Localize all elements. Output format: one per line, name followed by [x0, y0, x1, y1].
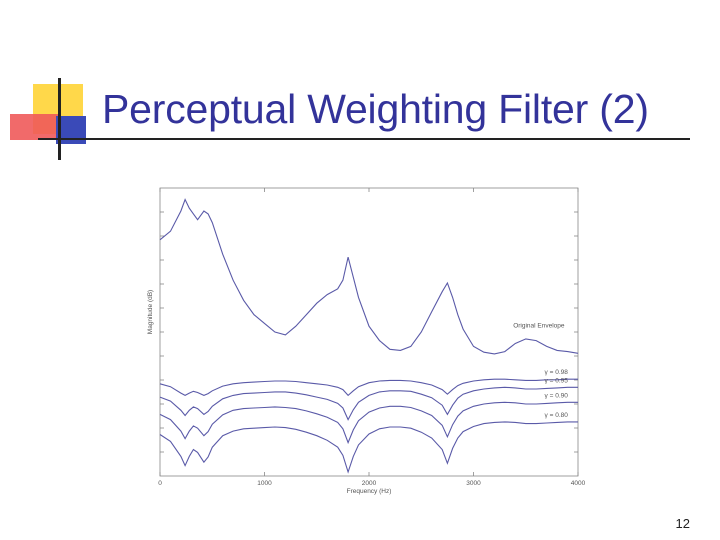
logo-red-bar — [10, 114, 60, 140]
x-tick-label: 0 — [158, 480, 162, 487]
x-tick-label: 3000 — [466, 480, 481, 487]
weighting-filter-chart: 0 1000 2000 3000 4000 Frequency (Hz) Magnitude… — [147, 187, 586, 495]
series-line-0 — [159, 198, 579, 355]
series-label-4: γ = 0.80 — [545, 412, 569, 419]
series-label-0: Original Envelope — [513, 322, 565, 329]
series-line-1 — [159, 378, 578, 397]
series-label-3: γ = 0.90 — [545, 392, 569, 399]
series-line-4 — [159, 421, 578, 474]
chart-labels: Original Envelope γ = 0.98γ = 0.95 γ = 0.9… — [513, 322, 568, 419]
series-label-2: γ = 0.95 — [545, 377, 569, 384]
series-line-3 — [159, 401, 578, 445]
x-axis-label: Frequency (Hz) — [347, 488, 392, 495]
slide-logo-decoration — [10, 78, 86, 160]
slide-title: Perceptual Weighting Filter (2) — [102, 86, 649, 132]
page-number: 12 — [675, 516, 690, 531]
y-axis-label: Magnitude (dB) — [147, 290, 154, 334]
series-line-2 — [159, 386, 578, 421]
x-tick-label: 1000 — [257, 480, 272, 487]
title-underline — [38, 138, 690, 140]
chart-axes: 0 1000 2000 3000 4000 Frequency (Hz) Magnitude… — [147, 187, 586, 495]
chart-curves — [159, 198, 579, 474]
x-tick-label: 2000 — [362, 480, 377, 487]
logo-vertical-line — [58, 78, 61, 160]
x-tick-label: 4000 — [571, 480, 586, 487]
plot-frame — [159, 187, 579, 477]
series-label-1: γ = 0.98 — [545, 369, 569, 376]
